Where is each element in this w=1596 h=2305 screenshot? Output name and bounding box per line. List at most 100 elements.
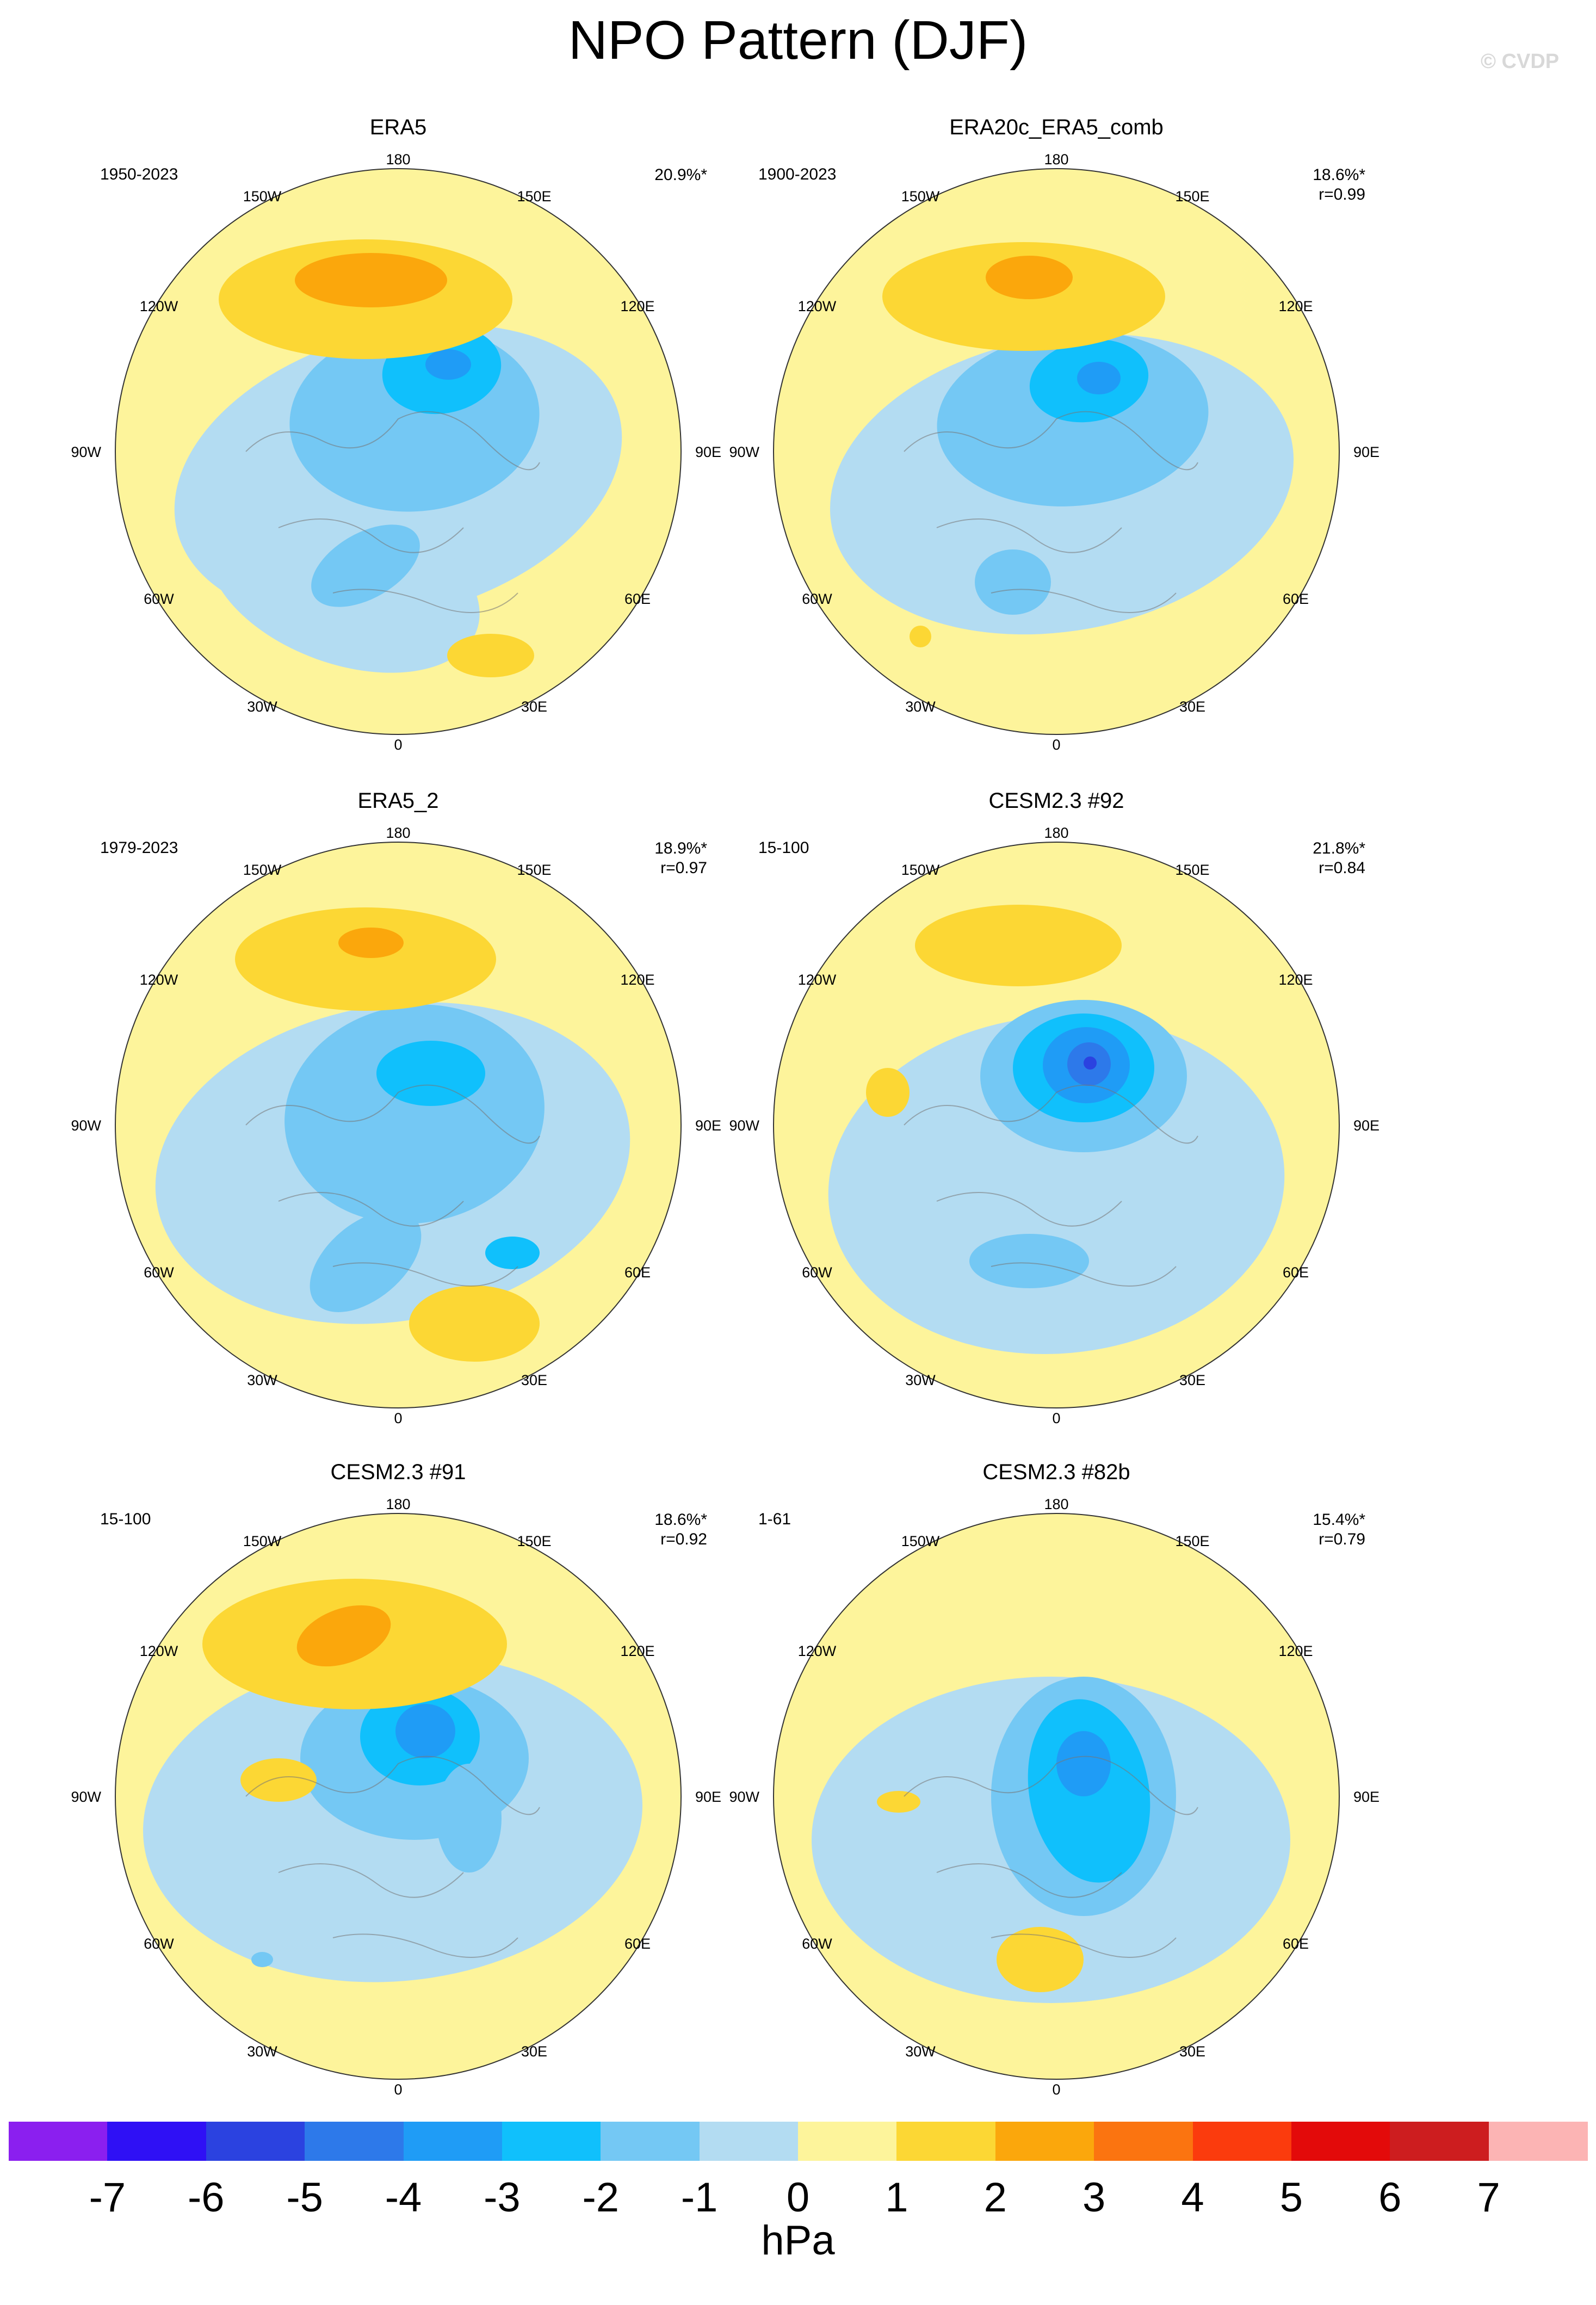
positive-anomaly-region: [915, 905, 1122, 986]
longitude-label: 90E: [695, 1789, 721, 1805]
colorbar-segment: [1094, 2122, 1193, 2161]
longitude-label: 60E: [624, 1264, 651, 1281]
longitude-label: 150W: [243, 188, 282, 205]
longitude-label: 90E: [1353, 444, 1380, 460]
longitude-label: 30E: [521, 1372, 547, 1388]
positive-anomaly-region: [409, 1286, 540, 1362]
longitude-label: 90W: [729, 1117, 759, 1134]
pattern-correlation: r=0.79: [1319, 1530, 1365, 1548]
longitude-label: 120W: [140, 298, 178, 314]
pattern-correlation: r=0.99: [1319, 186, 1365, 203]
longitude-label: 0: [1052, 2081, 1060, 2098]
map-border: [115, 1513, 682, 2080]
longitude-label: 120W: [798, 1643, 837, 1659]
longitude-label: 30E: [1179, 2043, 1205, 2060]
longitude-label: 30W: [247, 699, 277, 715]
longitude-label: 120W: [798, 298, 837, 314]
colorbar-segment: [9, 2122, 108, 2161]
period-label: 15-100: [758, 839, 809, 857]
figure-title: NPO Pattern (DJF): [568, 10, 1028, 71]
coastline: [245, 1756, 540, 1958]
pattern-correlation: r=0.84: [1319, 859, 1365, 877]
coastline: [245, 411, 540, 613]
longitude-label: 90W: [71, 1789, 101, 1805]
panel-title: CESM2.3 #91: [330, 1460, 466, 1484]
colorbar-tick-label: 7: [1477, 2174, 1500, 2221]
map-border: [115, 168, 682, 735]
longitude-label: 0: [394, 1410, 402, 1426]
positive-anomaly-region: [986, 256, 1073, 299]
colorbar-segment: [798, 2122, 898, 2161]
variance-label: 20.9%*: [654, 165, 707, 185]
period-label: 15-100: [100, 1510, 151, 1528]
colorbar: [9, 2122, 1588, 2161]
period-label: 1900-2023: [758, 165, 837, 183]
map-panel: ERA5_2 1979-2023 18.9%* r=0.97 180 0 90W 90E 150…: [50, 788, 746, 1441]
map-panel: ERA20c_ERA5_comb 1900-2023 18.6%* r=0.99 180…: [708, 114, 1405, 767]
longitude-label: 180: [386, 151, 410, 168]
longitude-label: 150W: [243, 862, 282, 878]
negative-anomaly-region: [251, 1952, 273, 1967]
longitude-label: 30W: [247, 2043, 277, 2060]
longitude-label: 30W: [905, 1372, 936, 1388]
coastline: [904, 411, 1198, 613]
longitude-label: 90W: [71, 444, 101, 460]
negative-anomaly-region: [1084, 1056, 1097, 1070]
panel-title: ERA20c_ERA5_comb: [949, 115, 1164, 139]
map-panel: CESM2.3 #91 15-100 18.6%* r=0.92 180 0 90W 90E 1…: [50, 1459, 746, 2112]
longitude-label: 120W: [140, 1643, 178, 1659]
longitude-label: 30E: [1179, 1372, 1205, 1388]
negative-anomaly-region: [436, 1764, 502, 1873]
longitude-label: 150W: [243, 1533, 282, 1549]
longitude-label: 90E: [1353, 1117, 1380, 1134]
map-panel: CESM2.3 #92 15-100 21.8%* r=0.84 180 0 90W 90E 1…: [708, 788, 1405, 1441]
negative-anomaly-region: [395, 1704, 455, 1758]
longitude-label: 180: [386, 1496, 410, 1512]
colorbar-segment: [699, 2122, 799, 2161]
percent-variance: 18.6%*: [654, 1511, 707, 1529]
colorbar-tick-label: -2: [582, 2174, 620, 2221]
negative-anomaly-region: [1077, 362, 1121, 394]
longitude-label: 60E: [1283, 1936, 1309, 1952]
positive-anomaly-region: [877, 1791, 920, 1813]
longitude-label: 120E: [1278, 298, 1313, 314]
negative-anomaly-region: [310, 1210, 422, 1312]
colorbar-units: hPa: [761, 2217, 835, 2264]
polar-map: 180 0 90W 90E 150W 120W 60W 30W 150E 120E 60E 30E: [729, 1496, 1380, 2098]
map-panel: CESM2.3 #82b 1-61 15.4%* r=0.79 180 0 90W 90E 15…: [708, 1459, 1405, 2112]
positive-anomaly-region: [235, 907, 496, 1011]
longitude-label: 30W: [905, 2043, 936, 2060]
longitude-label: 90W: [71, 1117, 101, 1134]
longitude-label: 60W: [802, 1264, 832, 1281]
longitude-label: 0: [394, 2081, 402, 2098]
longitude-label: 150E: [1175, 862, 1209, 878]
period-label: 1-61: [758, 1510, 791, 1528]
longitude-label: 150E: [1175, 188, 1209, 205]
polar-map: 180 0 90W 90E 150W 120W 60W 30W 150E 120E 60E 30E: [71, 1496, 721, 2098]
colorbar-tick-label: -1: [681, 2174, 718, 2221]
longitude-label: 150W: [901, 862, 940, 878]
longitude-label: 60E: [624, 591, 651, 607]
colorbar-segment: [1390, 2122, 1489, 2161]
negative-anomaly-region: [425, 349, 471, 380]
map-panel: ERA5 1950-2023 20.9%* 180 0 90W 90E 150W 120W 60W…: [50, 114, 746, 767]
colorbar-segment: [107, 2122, 207, 2161]
panel-title: CESM2.3 #92: [988, 789, 1124, 813]
negative-anomaly-region: [969, 1234, 1089, 1288]
longitude-label: 150E: [517, 862, 551, 878]
colorbar-segment: [1192, 2122, 1292, 2161]
colorbar-tick-label: 2: [983, 2174, 1007, 2221]
longitude-label: 180: [386, 825, 410, 841]
colorbar-tick-label: 4: [1181, 2174, 1204, 2221]
panel-title: CESM2.3 #82b: [982, 1460, 1130, 1484]
longitude-label: 120E: [1278, 972, 1313, 988]
longitude-label: 150E: [517, 1533, 551, 1549]
longitude-label: 90E: [1353, 1789, 1380, 1805]
longitude-label: 150W: [901, 188, 940, 205]
positive-anomaly-region: [296, 1605, 391, 1667]
variance-label: 18.6%* r=0.92: [654, 1510, 707, 1549]
variance-label: 21.8%* r=0.84: [1313, 839, 1365, 878]
panel-title: ERA5: [369, 115, 427, 139]
longitude-label: 180: [1044, 1496, 1068, 1512]
longitude-label: 180: [1044, 825, 1068, 841]
